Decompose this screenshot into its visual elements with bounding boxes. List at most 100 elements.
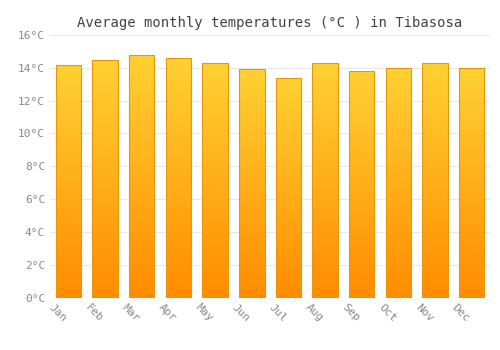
Bar (202, 295, 228, 298)
Bar (422, 72, 448, 75)
Bar (239, 115, 264, 118)
Bar (459, 263, 484, 266)
Bar (56, 88, 81, 91)
Bar (92, 247, 118, 250)
Bar (56, 196, 81, 198)
Bar (386, 99, 411, 102)
Bar (129, 76, 154, 79)
Bar (166, 115, 191, 118)
Bar (129, 197, 154, 200)
Bar (92, 205, 118, 208)
Bar (166, 64, 191, 67)
Bar (92, 271, 118, 274)
Bar (129, 158, 154, 161)
Bar (129, 134, 154, 136)
Bar (202, 113, 228, 116)
Bar (239, 112, 264, 115)
Bar (422, 104, 448, 107)
Bar (422, 92, 448, 95)
Bar (422, 69, 448, 72)
Bar (202, 224, 228, 227)
Bar (92, 217, 118, 220)
Bar (166, 175, 191, 178)
Bar (349, 170, 374, 173)
Bar (349, 266, 374, 269)
Bar (422, 63, 448, 66)
Bar (129, 276, 154, 279)
Bar (56, 265, 81, 268)
Bar (386, 243, 411, 246)
Bar (56, 295, 81, 298)
Bar (202, 80, 228, 83)
Bar (166, 271, 191, 274)
Bar (56, 132, 81, 134)
Bar (276, 218, 301, 220)
Bar (459, 177, 484, 180)
Bar (312, 75, 338, 78)
Bar (239, 69, 264, 72)
Bar (386, 166, 411, 168)
Bar (349, 71, 374, 298)
Bar (312, 195, 338, 198)
Bar (239, 75, 264, 78)
Bar (92, 98, 118, 101)
Bar (459, 257, 484, 260)
Bar (276, 127, 301, 130)
Bar (276, 113, 301, 116)
Bar (92, 229, 118, 232)
Bar (422, 221, 448, 224)
Bar (386, 237, 411, 240)
Bar (459, 117, 484, 119)
Bar (422, 101, 448, 104)
Bar (422, 292, 448, 295)
Bar (202, 139, 228, 142)
Bar (459, 188, 484, 191)
Bar (276, 108, 301, 111)
Bar (459, 91, 484, 94)
Bar (202, 160, 228, 163)
Bar (202, 221, 228, 224)
Bar (166, 220, 191, 223)
Bar (239, 295, 264, 298)
Bar (386, 289, 411, 292)
Bar (349, 198, 374, 201)
Bar (386, 140, 411, 142)
Bar (166, 109, 191, 112)
Bar (459, 269, 484, 272)
Bar (312, 206, 338, 210)
Bar (166, 166, 191, 169)
Bar (129, 182, 154, 185)
Bar (312, 292, 338, 295)
Bar (239, 129, 264, 132)
Bar (459, 157, 484, 160)
Bar (202, 212, 228, 215)
Bar (386, 162, 411, 166)
Bar (459, 125, 484, 128)
Bar (459, 266, 484, 269)
Bar (276, 78, 301, 80)
Bar (129, 85, 154, 88)
Bar (202, 89, 228, 92)
Bar (202, 204, 228, 206)
Bar (92, 235, 118, 238)
Bar (56, 216, 81, 219)
Bar (202, 251, 228, 253)
Bar (56, 111, 81, 114)
Bar (386, 278, 411, 280)
Bar (276, 278, 301, 281)
Bar (129, 270, 154, 273)
Bar (202, 75, 228, 78)
Bar (166, 240, 191, 244)
Bar (129, 131, 154, 134)
Bar (312, 166, 338, 168)
Bar (239, 109, 264, 112)
Bar (92, 140, 118, 143)
Bar (202, 206, 228, 210)
Bar (349, 212, 374, 216)
Bar (92, 202, 118, 205)
Bar (459, 160, 484, 162)
Bar (129, 282, 154, 285)
Bar (166, 163, 191, 166)
Bar (312, 154, 338, 157)
Bar (202, 168, 228, 172)
